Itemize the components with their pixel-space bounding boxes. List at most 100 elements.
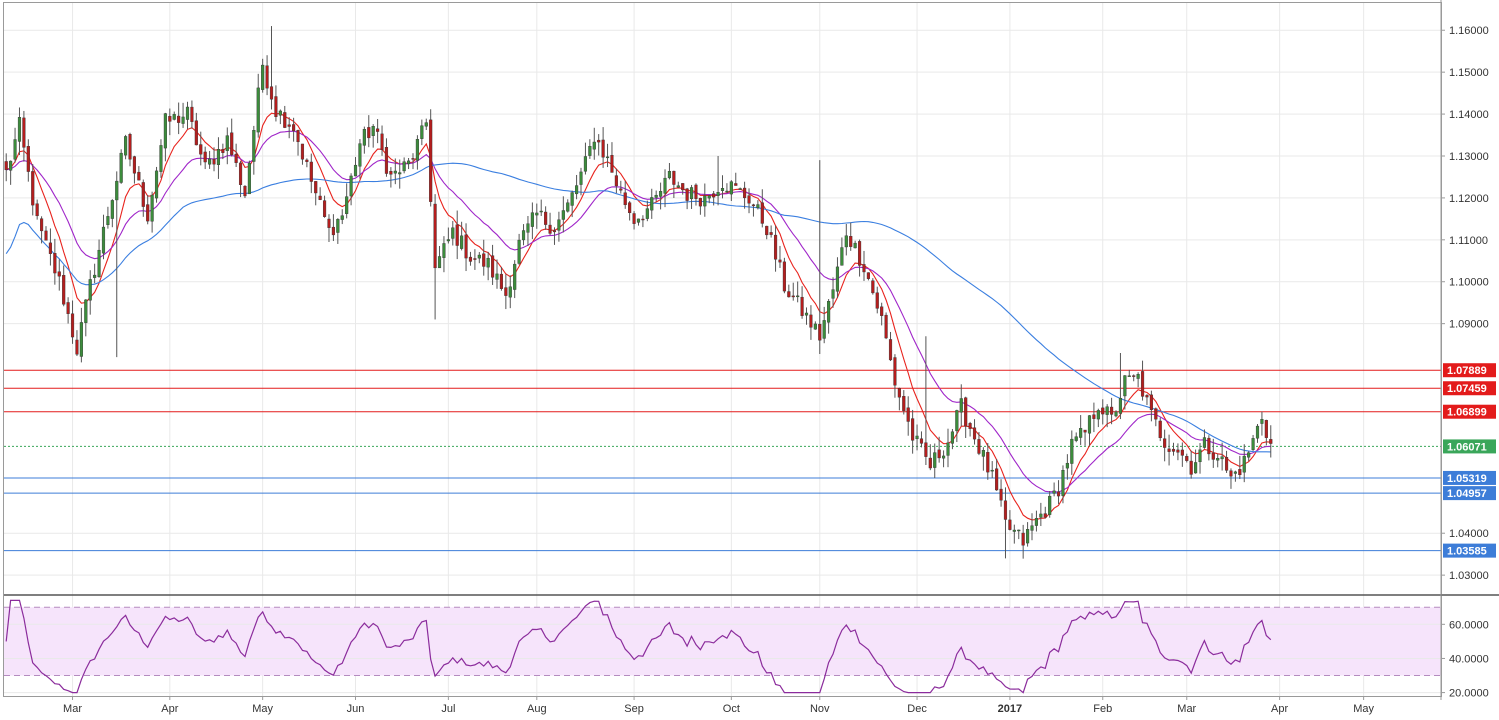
candle-body-60 [269, 86, 274, 100]
candle-body-222 [986, 452, 990, 473]
candle-body-40 [181, 116, 185, 124]
candle-body-70 [314, 181, 318, 194]
candle-body-227 [1008, 519, 1012, 530]
candle-body-9 [44, 230, 48, 241]
rsi-band-fill [4, 607, 1441, 676]
candle-body-39 [177, 115, 181, 123]
candle-body-161 [716, 192, 720, 196]
candle-body-203 [902, 396, 906, 412]
candle-body-131 [583, 156, 588, 172]
time-tick-label-12: Mar [1177, 703, 1196, 715]
candle-body-215 [955, 410, 959, 432]
candle-body-156 [694, 184, 698, 199]
candle-body-34 [154, 170, 159, 199]
time-tick-label-11: Feb [1093, 703, 1112, 715]
candle-body-240 [1065, 462, 1069, 469]
candle-body-174 [773, 234, 778, 260]
candle-body-120 [535, 212, 539, 216]
candle-body-16 [75, 339, 79, 355]
candle-body-249 [1105, 406, 1109, 415]
candle-body-223 [990, 469, 994, 472]
candle-body-68 [305, 159, 309, 162]
candle-body-67 [300, 143, 305, 160]
candle-body-43 [194, 120, 198, 146]
candle-body-31 [141, 182, 145, 207]
candle-body-66 [296, 130, 300, 143]
candle-body-117 [521, 230, 526, 241]
candle-body-235 [1043, 513, 1047, 518]
price-tick-label-5: 1.11000 [1449, 235, 1488, 247]
candle-body-82 [367, 127, 371, 139]
price-tick-label-6: 1.10000 [1449, 277, 1489, 289]
candle-body-87 [389, 171, 393, 175]
candle-body-197 [875, 292, 879, 309]
candle-body-148 [659, 191, 663, 197]
rsi-tick-label-1: 40.0000 [1449, 653, 1489, 665]
candle-body-73 [327, 218, 331, 228]
candle-body-96 [429, 119, 433, 202]
time-tick-label-5: Aug [527, 703, 547, 715]
candle-body-164 [729, 181, 733, 195]
candle-body-167 [743, 187, 747, 199]
candle-body-181 [804, 312, 809, 316]
candle-body-124 [552, 230, 557, 233]
candle-body-286 [1269, 439, 1273, 444]
candle-body-264 [1171, 448, 1176, 452]
candle-body-64 [287, 124, 291, 127]
candle-body-61 [274, 96, 278, 118]
candle-body-247 [1096, 410, 1100, 420]
candle-body-261 [1158, 420, 1162, 439]
price-tick-label-8: 1.04000 [1449, 528, 1489, 540]
candle-body-186 [827, 300, 831, 323]
candle-body-176 [782, 261, 786, 292]
candle-body-214 [950, 431, 954, 444]
candle-body-239 [1061, 469, 1065, 496]
level-label-bg-1.07459 [1443, 381, 1496, 396]
candle-body-202 [897, 388, 901, 398]
level-label-1.03585: 1.03585 [1447, 546, 1487, 558]
candle-body-273 [1211, 452, 1215, 460]
time-tick-label-8: Nov [810, 703, 830, 715]
candle-body-94 [420, 125, 424, 139]
candle-body-102 [455, 224, 459, 246]
level-label-1.04957: 1.04957 [1447, 488, 1487, 500]
candle-body-257 [1140, 371, 1145, 397]
candle-body-4 [22, 117, 26, 148]
candle-body-22 [101, 226, 106, 254]
candle-body-270 [1198, 449, 1202, 463]
rsi-tick-label-0: 60.0000 [1449, 619, 1489, 631]
candle-body-154 [685, 188, 689, 201]
candle-body-59 [265, 65, 269, 89]
candle-body-45 [203, 151, 207, 163]
candle-body-18 [84, 299, 88, 323]
candle-body-168 [747, 195, 751, 204]
candle-body-112 [499, 273, 503, 289]
candle-body-146 [650, 197, 654, 211]
time-tick-label-7: Oct [723, 703, 740, 715]
candle-body-6 [31, 171, 35, 206]
candle-body-24 [110, 200, 114, 219]
candle-body-19 [88, 279, 92, 301]
candle-body-213 [946, 442, 950, 456]
candle-body-75 [336, 219, 340, 233]
candle-body-189 [840, 247, 844, 266]
candle-body-200 [888, 339, 893, 361]
level-label-1.06071: 1.06071 [1447, 441, 1487, 453]
candle-body-76 [340, 215, 344, 220]
candle-body-44 [199, 144, 203, 155]
level-label-bg-1.04957 [1443, 486, 1496, 501]
candle-body-260 [1154, 408, 1158, 420]
time-tick-label-13: Apr [1271, 703, 1288, 715]
candle-body-3 [17, 117, 22, 142]
candle-body-57 [256, 87, 260, 133]
candle-body-81 [362, 129, 366, 146]
candle-body-111 [495, 273, 499, 280]
candle-body-192 [853, 242, 857, 249]
candle-body-157 [698, 197, 702, 207]
candle-body-127 [566, 202, 570, 212]
candle-body-209 [928, 457, 932, 469]
candle-body-277 [1229, 470, 1233, 477]
candle-body-53 [238, 162, 243, 185]
candle-body-285 [1264, 419, 1268, 438]
